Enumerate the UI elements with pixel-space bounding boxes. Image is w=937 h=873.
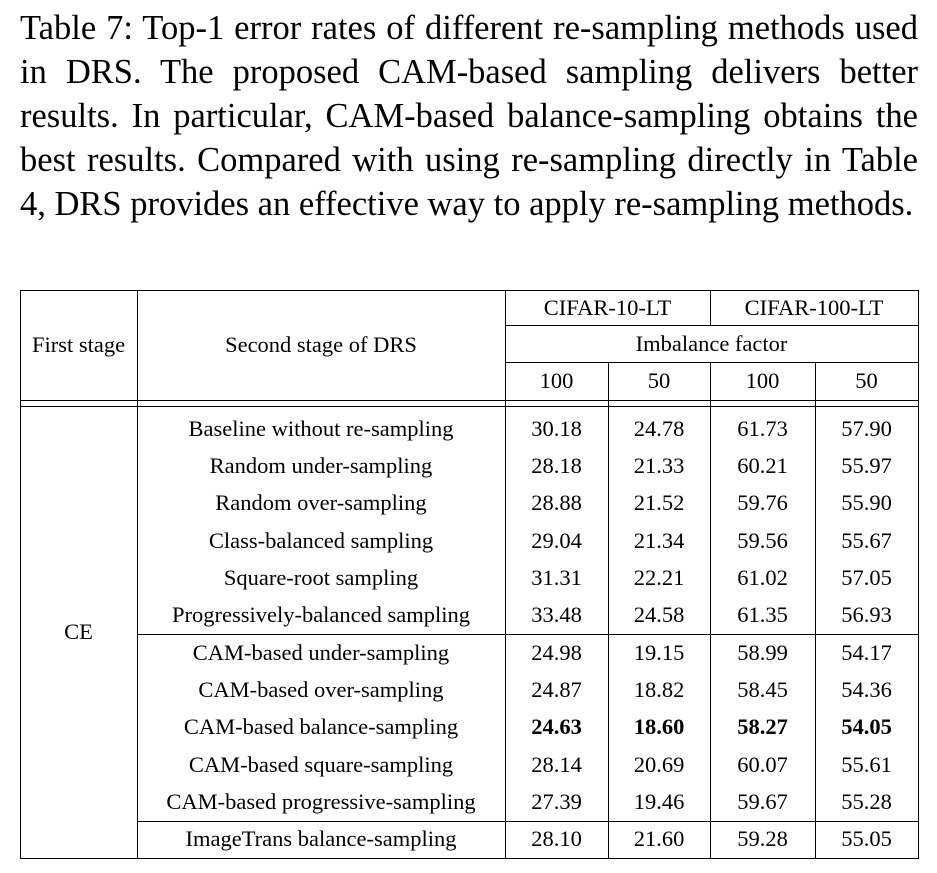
value-cell: 59.56 bbox=[737, 527, 788, 553]
value-cell: 21.52 bbox=[633, 490, 685, 516]
rule bbox=[710, 362, 712, 858]
header-cell: CIFAR-100-LT bbox=[744, 294, 884, 320]
value-cell: 33.48 bbox=[531, 602, 582, 628]
group-cell: CE bbox=[64, 619, 93, 644]
rule bbox=[918, 290, 920, 858]
value-cell: 24.78 bbox=[633, 415, 685, 441]
rule bbox=[505, 325, 918, 327]
rule bbox=[20, 400, 918, 402]
value-cell: 24.63 bbox=[531, 714, 582, 740]
value-cell: 55.90 bbox=[841, 490, 892, 516]
header-cell: CIFAR-10-LT bbox=[543, 294, 672, 320]
value-cell: 22.21 bbox=[633, 564, 685, 590]
value-cell: 24.58 bbox=[633, 602, 685, 628]
rule bbox=[20, 858, 919, 860]
value-cell: 55.28 bbox=[841, 788, 892, 814]
value-cell: 57.05 bbox=[841, 564, 892, 590]
value-cell: 59.28 bbox=[737, 826, 788, 852]
header-cell: 100 bbox=[539, 368, 574, 393]
value-cell: 59.76 bbox=[737, 490, 788, 516]
value-cell: 30.18 bbox=[531, 415, 582, 441]
method-cell: CAM-based balance-sampling bbox=[183, 714, 459, 740]
value-cell: 55.67 bbox=[841, 527, 892, 553]
header-cell: Imbalance factor bbox=[635, 330, 788, 356]
caption: Table 7: Top-1 error rates of different … bbox=[20, 9, 918, 223]
value-cell: 58.45 bbox=[737, 676, 788, 702]
value-cell: 31.31 bbox=[531, 564, 582, 590]
header-cell: 50 bbox=[647, 368, 671, 393]
header-cell: 100 bbox=[745, 368, 780, 393]
rule bbox=[710, 290, 712, 325]
method-cell: Square-root sampling bbox=[223, 564, 419, 590]
value-cell: 59.67 bbox=[737, 788, 788, 814]
value-cell: 28.14 bbox=[531, 751, 582, 777]
value-cell: 19.46 bbox=[633, 788, 685, 814]
value-cell: 18.82 bbox=[633, 676, 685, 702]
value-cell: 58.99 bbox=[737, 639, 788, 665]
header-cell: Second stage of DRS bbox=[225, 332, 417, 357]
rule bbox=[20, 290, 22, 858]
value-cell: 54.17 bbox=[841, 639, 892, 665]
value-cell: 28.10 bbox=[531, 826, 582, 852]
value-cell: 21.34 bbox=[633, 527, 685, 553]
value-cell: 56.93 bbox=[841, 602, 892, 628]
rule bbox=[505, 362, 918, 364]
method-cell: Baseline without re-sampling bbox=[188, 415, 454, 441]
value-cell: 21.60 bbox=[633, 826, 685, 852]
value-cell: 29.04 bbox=[531, 527, 582, 553]
value-cell: 19.15 bbox=[633, 639, 685, 665]
value-cell: 60.07 bbox=[737, 751, 788, 777]
value-cell: 28.18 bbox=[531, 452, 582, 478]
value-cell: 27.39 bbox=[531, 788, 582, 814]
value-cell: 61.35 bbox=[737, 602, 788, 628]
method-cell: CAM-based progressive-sampling bbox=[166, 788, 476, 814]
method-cell: Progressively-balanced sampling bbox=[171, 602, 471, 628]
value-cell: 24.98 bbox=[531, 639, 582, 665]
rule bbox=[137, 634, 918, 636]
method-cell: ImageTrans balance-sampling bbox=[185, 826, 457, 852]
value-cell: 58.27 bbox=[737, 714, 788, 740]
method-cell: CAM-based under-sampling bbox=[192, 639, 450, 665]
rule bbox=[20, 406, 918, 408]
value-cell: 61.02 bbox=[737, 564, 788, 590]
value-cell: 55.05 bbox=[841, 826, 892, 852]
rule bbox=[815, 362, 817, 858]
value-cell: 55.97 bbox=[841, 452, 892, 478]
value-cell: 54.05 bbox=[841, 714, 892, 740]
rule bbox=[20, 290, 918, 292]
value-cell: 20.69 bbox=[633, 751, 685, 777]
value-cell: 57.90 bbox=[841, 415, 892, 441]
header-cell: First stage bbox=[31, 332, 126, 357]
value-cell: 28.88 bbox=[531, 490, 582, 516]
value-cell: 54.36 bbox=[841, 676, 892, 702]
header-cell: 50 bbox=[855, 368, 878, 393]
rule bbox=[505, 290, 507, 858]
rule bbox=[137, 820, 918, 822]
method-cell: Random under-sampling bbox=[209, 452, 433, 478]
method-cell: Random over-sampling bbox=[215, 490, 427, 516]
method-cell: Class-balanced sampling bbox=[208, 527, 434, 553]
rule bbox=[608, 362, 610, 858]
method-cell: CAM-based over-sampling bbox=[198, 676, 444, 702]
value-cell: 55.61 bbox=[841, 751, 892, 777]
rule bbox=[137, 290, 139, 858]
method-cell: CAM-based square-sampling bbox=[188, 751, 454, 777]
value-cell: 61.73 bbox=[737, 415, 788, 441]
value-cell: 24.87 bbox=[531, 676, 582, 702]
value-cell: 18.60 bbox=[633, 714, 685, 740]
value-cell: 60.21 bbox=[737, 452, 788, 478]
value-cell: 21.33 bbox=[633, 452, 685, 478]
